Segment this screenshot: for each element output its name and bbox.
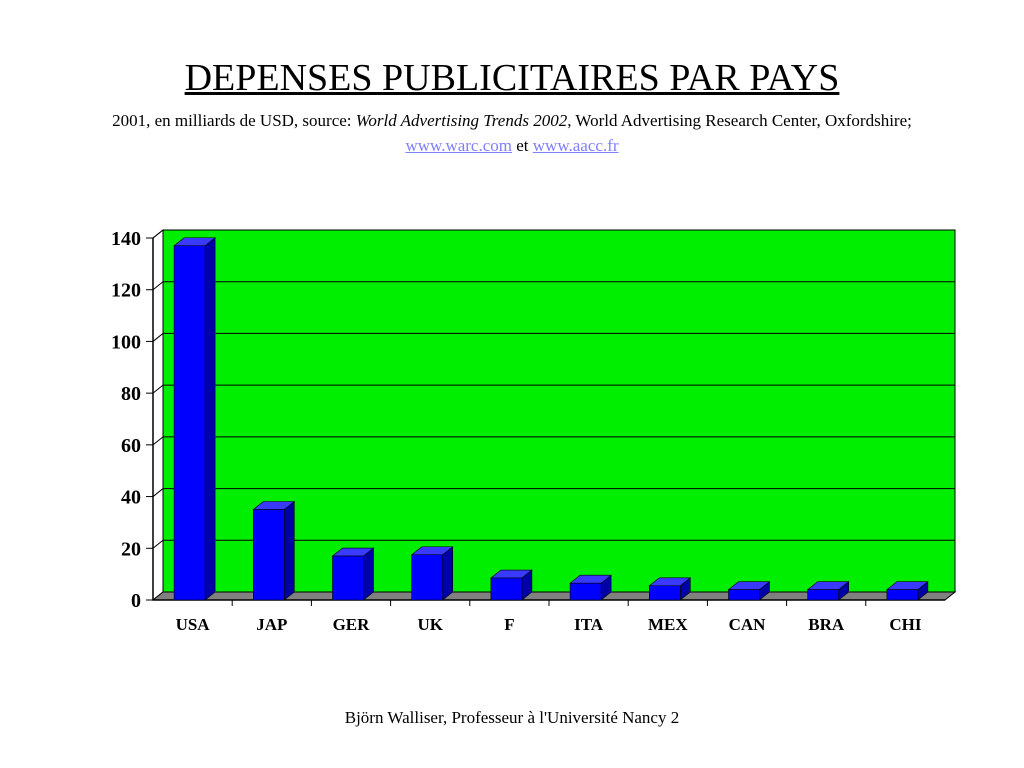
gridline-side <box>152 436 164 446</box>
bar <box>332 555 364 601</box>
gridline-side <box>152 333 164 342</box>
gridline-side <box>152 229 164 239</box>
bar <box>886 589 919 601</box>
y-tick-label: 60 <box>121 435 141 457</box>
bar <box>253 509 285 601</box>
bar <box>569 582 602 601</box>
bar-side <box>283 500 295 601</box>
subtitle-suffix: , World Advertising Research Center, Oxf… <box>567 111 912 130</box>
gridline-side <box>152 488 164 497</box>
x-tick-label: JAP <box>256 615 287 634</box>
y-tick-label: 0 <box>131 590 141 612</box>
subtitle-prefix: 2001, en milliards de USD, source: <box>112 111 356 130</box>
x-tick-label: BRA <box>808 615 845 634</box>
subtitle-connector: et <box>512 136 533 155</box>
gridline-side <box>152 384 164 394</box>
bar <box>490 577 523 601</box>
x-tick-label: MEX <box>648 615 688 634</box>
y-tick-label: 20 <box>121 538 141 560</box>
gridline-side <box>152 539 164 549</box>
x-tick-label: USA <box>176 615 211 634</box>
warc-link[interactable]: www.warc.com <box>405 136 512 155</box>
bar <box>807 589 840 601</box>
y-tick-label: 120 <box>111 280 141 302</box>
bar <box>728 589 760 601</box>
x-tick-label: CHI <box>889 615 922 634</box>
bar <box>411 554 444 601</box>
bar <box>173 245 206 601</box>
gridline-side <box>152 281 164 291</box>
y-tick-label: 40 <box>121 487 141 509</box>
bar-side <box>363 547 374 601</box>
bar-side <box>204 237 216 601</box>
chart-subtitle: 2001, en milliards de USD, source: World… <box>70 108 954 158</box>
x-tick-label: GER <box>333 615 371 634</box>
x-tick-label: F <box>504 615 514 634</box>
y-tick-label: 100 <box>111 331 141 353</box>
plot-background <box>162 229 956 593</box>
x-tick-label: UK <box>417 615 443 634</box>
x-tick-label: CAN <box>729 615 767 634</box>
aacc-link[interactable]: www.aacc.fr <box>532 136 619 155</box>
y-tick-label: 80 <box>121 383 141 405</box>
y-tick-label: 140 <box>111 228 141 250</box>
bar <box>648 585 681 601</box>
x-tick-label: ITA <box>574 615 604 634</box>
bar-side <box>442 546 454 601</box>
chart-title: DEPENSES PUBLICITAIRES PAR PAYS <box>184 57 840 99</box>
footer-credit: Björn Walliser, Professeur à l'Universit… <box>344 708 680 727</box>
subtitle-source-title: World Advertising Trends 2002 <box>355 111 568 130</box>
